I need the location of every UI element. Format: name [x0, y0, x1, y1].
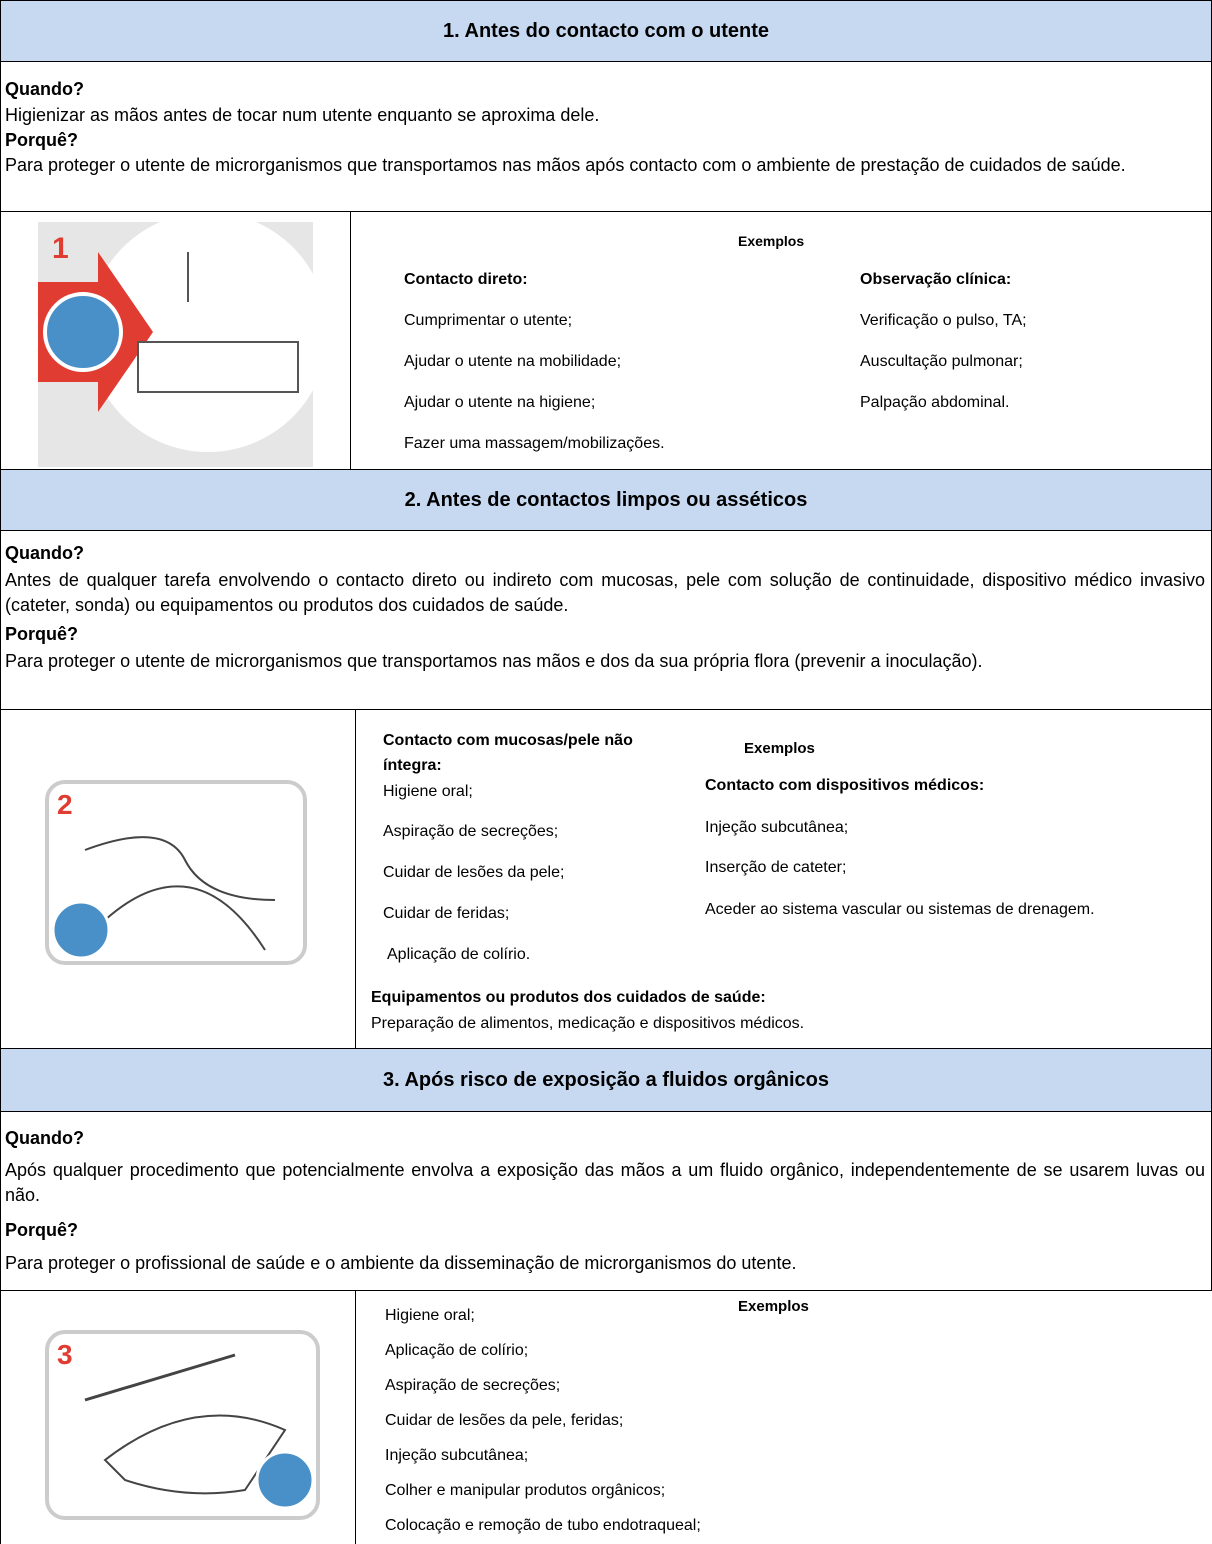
example-item: Fazer uma massagem/mobilizações.: [404, 435, 665, 452]
example-item: Cuidar de lesões da pele, feridas;: [385, 1412, 624, 1429]
example-item: Injeção subcutânea;: [705, 819, 849, 836]
when-text: Antes de qualquer tarefa envolvendo o co…: [5, 570, 1205, 615]
when-label: Quando?: [5, 79, 84, 99]
example-item: Colocação e remoção de tubo endotraqueal…: [385, 1517, 701, 1534]
example-item: Colher e manipular produtos orgânicos;: [385, 1482, 666, 1499]
examples-heading: Contacto direto:: [404, 271, 528, 288]
example-item: Aspiração de secreções;: [385, 1377, 561, 1394]
illustration: 3: [45, 1330, 320, 1520]
illustration: 2: [45, 780, 307, 965]
example-item: Auscultação pulmonar;: [860, 353, 1023, 370]
example-item: Cumprimentar o utente;: [404, 312, 573, 329]
example-item: Aceder ao sistema vascular ou sistemas d…: [705, 901, 1095, 918]
section-title: 3. Após risco de exposição a fluidos org…: [382, 1069, 830, 1091]
example-item: Higiene oral;: [383, 783, 473, 800]
image-cell: [0, 1290, 356, 1544]
section-title: 2. Antes de contactos limpos ou assético…: [404, 489, 808, 511]
when-label: Quando?: [5, 543, 84, 563]
example-item: Verificação o pulso, TA;: [860, 312, 1027, 329]
example-item: Ajudar o utente na higiene;: [404, 394, 596, 411]
example-item: Palpação abdominal.: [860, 394, 1010, 411]
why-label: Porquê?: [5, 624, 79, 644]
example-item: Aplicação de colírio;: [385, 1342, 529, 1359]
example-item: Aspiração de secreções;: [383, 823, 559, 840]
example-item: Preparação de alimentos, medicação e dis…: [371, 1015, 805, 1032]
why-text: Para proteger o utente de microrganismos…: [5, 155, 1126, 175]
svg-text:2: 2: [57, 789, 73, 820]
example-item: Cuidar de feridas;: [383, 905, 510, 922]
when-label: Quando?: [5, 1128, 84, 1148]
example-item: Inserção de cateter;: [705, 859, 847, 876]
illustration: 1: [38, 222, 313, 467]
section-title: 1. Antes do contacto com o utente: [443, 20, 769, 42]
example-item: Higiene oral;: [385, 1307, 475, 1324]
examples-title: Exemplos: [738, 1298, 809, 1315]
why-label: Porquê?: [5, 1220, 79, 1240]
when-text: Após qualquer procedimento que potencial…: [5, 1160, 1205, 1205]
example-item: Cuidar de lesões da pele;: [383, 864, 565, 881]
examples-title: Exemplos: [744, 740, 815, 757]
examples-heading: Equipamentos ou produtos dos cuidados de…: [371, 989, 766, 1006]
examples-heading: Contacto com dispositivos médicos:: [705, 777, 985, 794]
example-item: Injeção subcutânea;: [385, 1447, 529, 1464]
section-header: [0, 469, 1212, 531]
section-header: [0, 1048, 1212, 1112]
why-text: Para proteger o utente de microrganismos…: [5, 651, 983, 671]
example-item: Ajudar o utente na mobilidade;: [404, 353, 622, 370]
svg-text:1: 1: [52, 232, 69, 265]
section-header: [0, 0, 1212, 62]
examples-heading: Observação clínica:: [860, 271, 1012, 288]
examples-title: Exemplos: [738, 233, 805, 249]
examples-heading: Contacto com mucosas/pele não íntegra:: [383, 732, 633, 774]
why-text: Para proteger o profissional de saúde e …: [5, 1253, 797, 1273]
svg-text:3: 3: [57, 1339, 73, 1370]
example-item: Aplicação de colírio.: [387, 946, 531, 963]
when-text: Higienizar as mãos antes de tocar num ut…: [5, 105, 600, 125]
why-label: Porquê?: [5, 130, 79, 150]
